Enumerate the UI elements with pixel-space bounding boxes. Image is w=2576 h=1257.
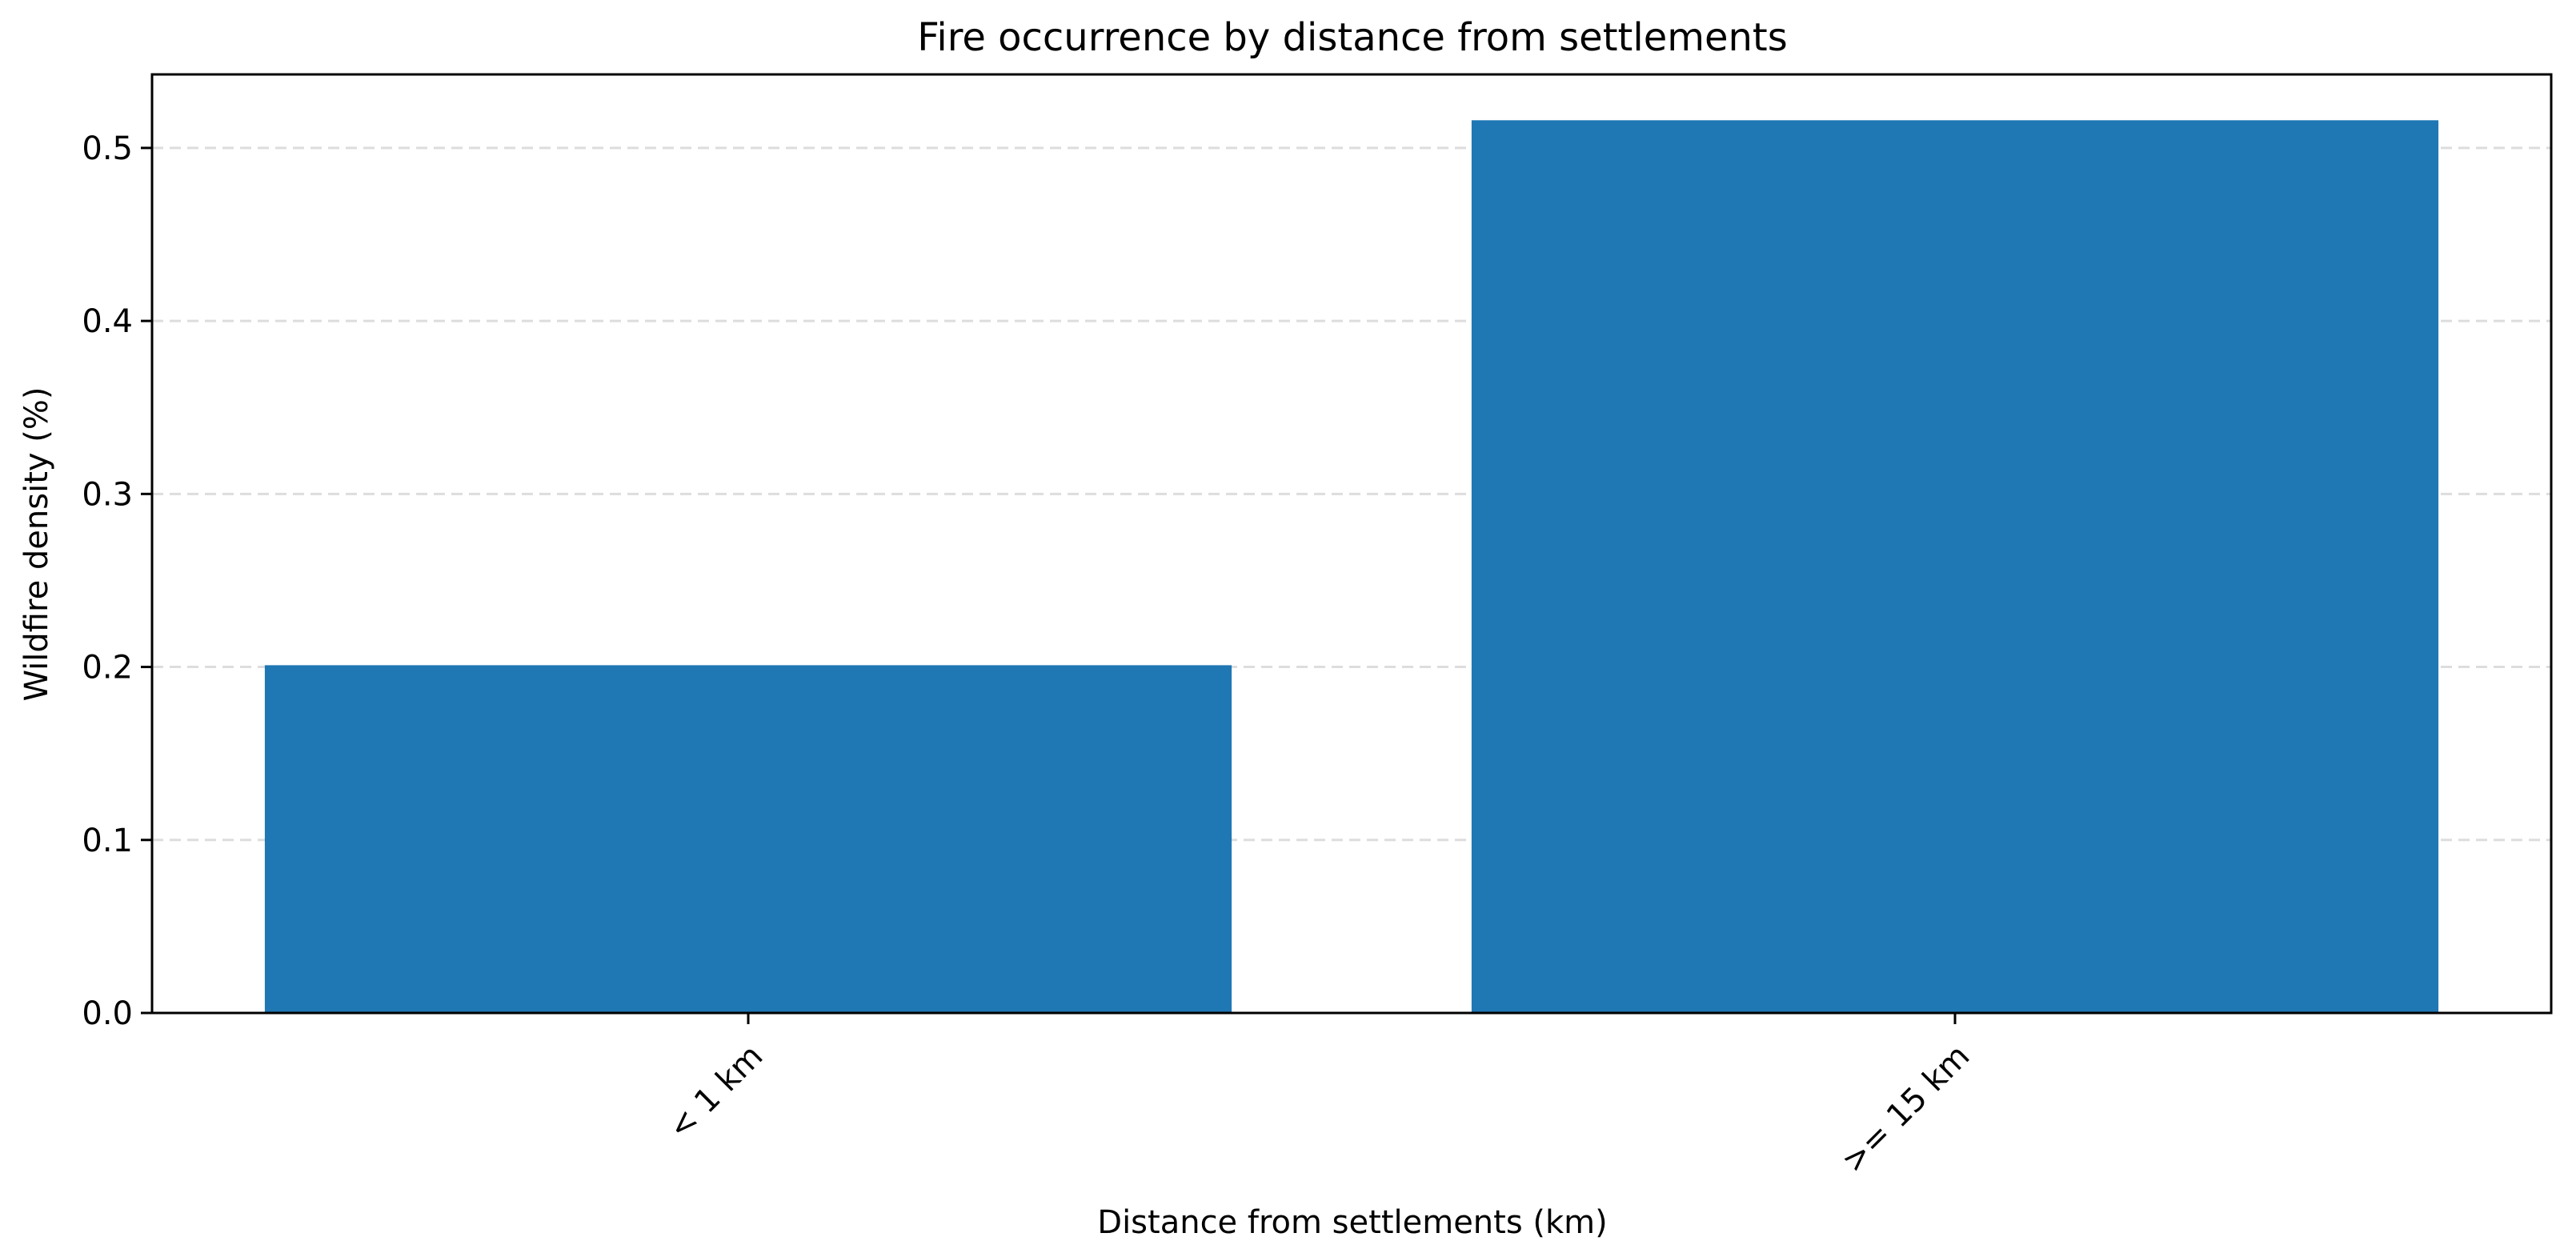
chart-title: Fire occurrence by distance from settlem…: [917, 15, 1788, 60]
y-tick-label: 0.0: [82, 995, 133, 1032]
bars: [264, 120, 2439, 1014]
y-tick-label: 0.3: [82, 476, 133, 513]
x-tick-label: < 1 km: [661, 1038, 770, 1147]
plot-frame: [150, 73, 2553, 1015]
y-tick-label: 0.2: [82, 650, 133, 687]
bar: [1471, 120, 2439, 1014]
x-axis-label: Distance from settlements (km): [1097, 1204, 1607, 1241]
x-axis: < 1 km >= 15 km: [661, 1013, 1977, 1180]
y-tick-label: 0.1: [82, 823, 133, 859]
y-axis-label: Wildfire density (%): [18, 387, 55, 702]
y-axis: 0.0 0.1 0.2 0.3 0.4 0.5: [82, 130, 152, 1032]
y-tick-label: 0.5: [82, 130, 133, 167]
y-tick-label: 0.4: [82, 303, 133, 340]
bar: [264, 665, 1232, 1013]
x-tick-label: >= 15 km: [1835, 1038, 1977, 1180]
